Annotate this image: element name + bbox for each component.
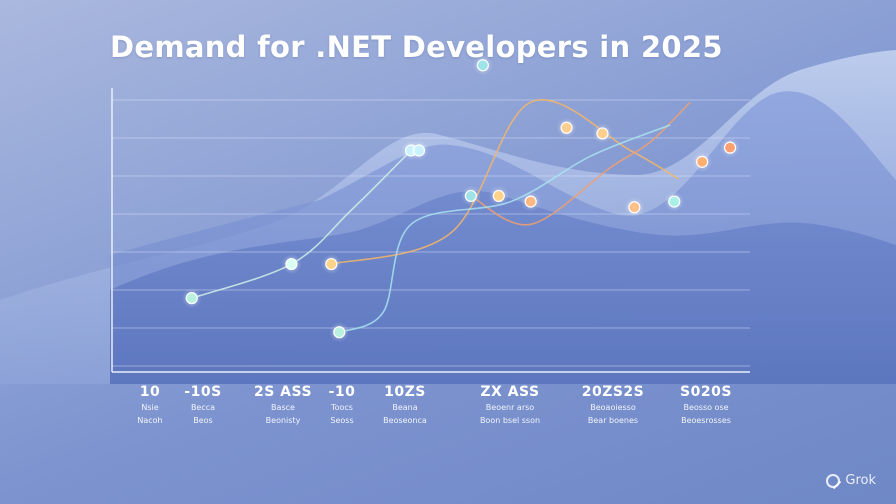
x-tick-main: 10ZS bbox=[384, 384, 426, 400]
data-point bbox=[472, 55, 493, 76]
x-tick-main: S020S bbox=[680, 384, 732, 400]
x-tick-sub: Bear boenes bbox=[587, 416, 639, 425]
data-point bbox=[520, 191, 541, 212]
x-tick-sub: Becca bbox=[190, 403, 216, 412]
data-point bbox=[181, 288, 202, 309]
x-tick-main: 2S ASS bbox=[253, 384, 313, 400]
x-tick-label: ZX ASS Beoenr arso Boon bsel sson bbox=[455, 384, 565, 426]
data-point bbox=[321, 254, 342, 275]
x-tick-sub: Beoaoiesso bbox=[590, 403, 636, 412]
x-tick-sub: Beonisty bbox=[265, 416, 301, 425]
x-tick-sub: Beana bbox=[392, 403, 418, 412]
x-tick-sub: Beoenr arso bbox=[485, 403, 535, 412]
data-point bbox=[488, 185, 509, 206]
x-tick-sub: Seoss bbox=[330, 416, 354, 425]
x-tick-label: 2S ASS Basce Beonisty bbox=[228, 384, 338, 426]
x-tick-main: -10S bbox=[184, 384, 222, 400]
x-tick-sub: Beoesrosses bbox=[681, 416, 731, 425]
series-line-4 bbox=[338, 124, 671, 333]
x-tick-sub: Toocs bbox=[331, 403, 353, 412]
data-point bbox=[409, 140, 430, 161]
data-point bbox=[624, 197, 645, 218]
x-tick-label: -10 Toocs Seoss bbox=[287, 384, 397, 426]
data-point bbox=[460, 185, 481, 206]
watermark-text: Grok bbox=[845, 473, 876, 488]
x-tick-label: -10S Becca Beos bbox=[148, 384, 258, 426]
x-tick-label: 20ZS2S Beoaoiesso Bear boenes bbox=[558, 384, 668, 426]
data-point bbox=[720, 137, 741, 158]
x-tick-main: ZX ASS bbox=[480, 384, 540, 400]
background-wave-front bbox=[110, 190, 896, 384]
x-tick-sub: Beosso ose bbox=[683, 403, 729, 412]
series-line-2 bbox=[331, 99, 679, 265]
x-tick-main: 10 bbox=[139, 384, 161, 400]
series-line-3 bbox=[470, 101, 691, 226]
line-chart bbox=[0, 50, 896, 384]
x-tick-sub: Beoseonca bbox=[383, 416, 427, 425]
x-tick-label: 10ZS Beana Beoseonca bbox=[350, 384, 460, 426]
x-tick-main: 20ZS2S bbox=[581, 384, 645, 400]
x-tick-label: 10 Nsie Nacoh bbox=[95, 384, 205, 426]
data-point bbox=[664, 191, 685, 212]
x-tick-label: S020S Beosso ose Beoesrosses bbox=[651, 384, 761, 426]
watermark: Grok bbox=[826, 473, 876, 488]
x-tick-labels: 10 Nsie Nacoh -10S Becca Beos 2S ASS Basce Beoni… bbox=[0, 384, 896, 444]
chart-title: Demand for .NET Developers in 2025 bbox=[110, 30, 723, 64]
x-tick-sub: Nacoh bbox=[137, 416, 163, 425]
grok-logo-icon bbox=[826, 473, 841, 488]
series-line-1 bbox=[191, 149, 412, 299]
x-tick-sub: Nsie bbox=[141, 403, 159, 412]
x-tick-sub: Boon bsel sson bbox=[479, 416, 541, 425]
data-point bbox=[692, 151, 713, 172]
x-tick-sub: Basce bbox=[271, 403, 295, 412]
data-point bbox=[329, 322, 350, 343]
x-tick-main: -10 bbox=[328, 384, 356, 400]
data-point bbox=[592, 123, 613, 144]
data-point bbox=[281, 254, 302, 275]
data-point bbox=[556, 117, 577, 138]
x-tick-sub: Beos bbox=[193, 416, 213, 425]
